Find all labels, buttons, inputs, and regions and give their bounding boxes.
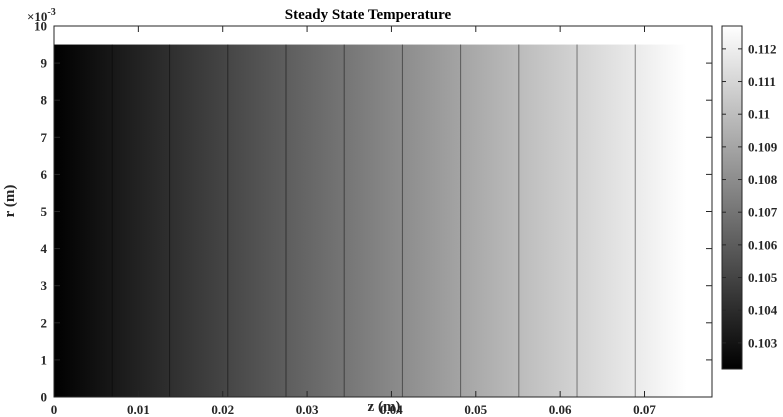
colorbar-tick-label: 0.107 [748, 205, 778, 220]
y-tick-label: 2 [41, 315, 48, 330]
x-axis-label: z (m) [368, 399, 401, 415]
y-tick-label: 1 [41, 352, 48, 367]
x-tick-label: 0.03 [296, 402, 319, 417]
x-tick-label: 0.01 [127, 402, 150, 417]
colorbar-gradient-bar [721, 25, 743, 370]
plot-area: 0 0.01 0.02 0.03 0.04 0.05 0.06 0.07 0 1 2 3 4 5 6 7 8 9… [34, 19, 713, 417]
y-tick-label: 5 [41, 204, 48, 219]
colorbar-tick-label: 0.108 [748, 172, 778, 187]
colorbar-tick-label: 0.111 [748, 74, 776, 89]
colorbar-tick-label: 0.112 [748, 41, 777, 56]
x-tick-label: 0.07 [633, 402, 656, 417]
y-axis-ticks: 0 1 2 3 4 5 6 7 8 9 10 [34, 19, 712, 405]
y-multiplier-base: ×10 [27, 9, 47, 24]
colorbar-tick-label: 0.109 [748, 139, 778, 154]
y-multiplier: ×10-3 [27, 7, 56, 24]
colorbar-tick-label: 0.103 [748, 335, 778, 350]
contour-lines [111, 44, 636, 397]
colorbar-ticks: 0.103 0.104 0.105 0.106 0.107 0.108 0.109 0.11 0… [722, 41, 778, 350]
y-tick-label: 4 [41, 241, 48, 256]
colorbar-tick-label: 0.104 [748, 303, 778, 318]
y-tick-label: 3 [41, 278, 48, 293]
y-axis-label: r (m) [2, 185, 18, 218]
y-tick-label: 0 [41, 390, 48, 405]
colorbar-tick-label: 0.106 [748, 237, 778, 252]
y-tick-label: 7 [41, 130, 48, 145]
y-tick-label: 8 [41, 93, 48, 108]
colorbar: 0.103 0.104 0.105 0.106 0.107 0.108 0.109 0.11 0… [721, 25, 778, 370]
x-tick-label: 0.06 [549, 402, 572, 417]
x-tick-label: 0 [51, 402, 58, 417]
temperature-field [54, 44, 687, 398]
x-tick-label: 0.05 [464, 402, 487, 417]
y-tick-label: 9 [41, 56, 48, 71]
colorbar-tick-label: 0.11 [748, 107, 770, 122]
chart-title: Steady State Temperature [285, 7, 452, 23]
y-tick-label: 6 [41, 167, 48, 182]
x-tick-label: 0.02 [211, 402, 234, 417]
y-multiplier-exponent: -3 [47, 7, 55, 18]
x-axis-ticks: 0 0.01 0.02 0.03 0.04 0.05 0.06 0.07 [51, 26, 656, 417]
x-tick-label: 0.04 [380, 402, 403, 417]
colorbar-tick-label: 0.105 [748, 270, 778, 285]
y-tick-label: 10 [34, 19, 47, 34]
